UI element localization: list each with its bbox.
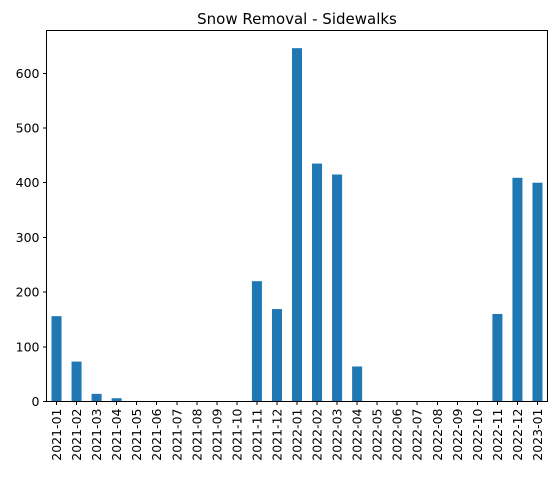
x-tick-label: 2022-02	[310, 409, 325, 461]
x-tick-label: 2022-10	[470, 408, 485, 460]
x-tick-label: 2021-12	[269, 409, 284, 461]
y-tick-label: 400	[16, 175, 40, 190]
bars-group	[51, 48, 543, 402]
bar-2022-02	[312, 163, 323, 402]
x-tick-label: 2022-11	[490, 409, 505, 461]
y-axis: 0 100 200 300 400 500 600	[16, 66, 47, 409]
x-tick-label: 2021-09	[209, 408, 224, 460]
x-tick-label: 2021-05	[129, 409, 144, 461]
y-tick-label: 100	[16, 339, 40, 354]
bar-2022-04	[352, 366, 363, 402]
x-tick-label: 2023-01	[530, 409, 545, 461]
x-tick-label: 2022-07	[410, 409, 425, 461]
bar-2021-03	[91, 393, 102, 402]
bar-2021-11	[251, 281, 262, 402]
x-tick-label: 2022-03	[330, 409, 345, 461]
bar-2022-12	[512, 177, 523, 402]
x-tick-label: 2021-02	[69, 409, 84, 461]
x-tick-label: 2021-11	[249, 409, 264, 461]
x-tick-label: 2022-12	[510, 409, 525, 461]
bar-2021-01	[51, 316, 62, 402]
x-tick-label: 2021-08	[189, 408, 204, 460]
x-tick-label: 2021-06	[149, 408, 164, 460]
x-tick-label: 2021-10	[229, 408, 244, 460]
bar-2023-01	[532, 182, 543, 402]
x-tick-label: 2021-07	[169, 409, 184, 461]
x-tick-label: 2022-06	[390, 408, 405, 460]
x-tick-label: 2022-04	[350, 408, 365, 460]
y-tick-label: 0	[32, 394, 40, 409]
x-tick-label: 2021-04	[109, 408, 124, 460]
x-tick-label: 2022-08	[430, 408, 445, 460]
x-tick-label: 2022-01	[290, 409, 305, 461]
bar-2021-04	[111, 398, 122, 402]
y-tick-label: 200	[16, 285, 40, 300]
x-tick-label: 2022-09	[450, 408, 465, 460]
chart-title: Snow Removal - Sidewalks	[197, 10, 397, 28]
y-tick-label: 300	[16, 230, 40, 245]
x-tick-label: 2021-03	[89, 409, 104, 461]
bar-2022-03	[332, 174, 343, 402]
bar-2021-12	[271, 309, 282, 402]
x-axis: 2021-01 2021-02 2021-03 2021-04 2021-05 2021-…	[49, 401, 545, 461]
plot-frame	[46, 30, 548, 402]
bar-2022-01	[291, 48, 303, 402]
bar-2022-11	[492, 313, 503, 402]
y-tick-label: 500	[16, 121, 40, 136]
bar-2021-02	[71, 361, 82, 402]
x-tick-label: 2022-05	[370, 409, 385, 461]
x-tick-label: 2021-01	[49, 409, 64, 461]
y-tick-label: 600	[16, 66, 40, 81]
